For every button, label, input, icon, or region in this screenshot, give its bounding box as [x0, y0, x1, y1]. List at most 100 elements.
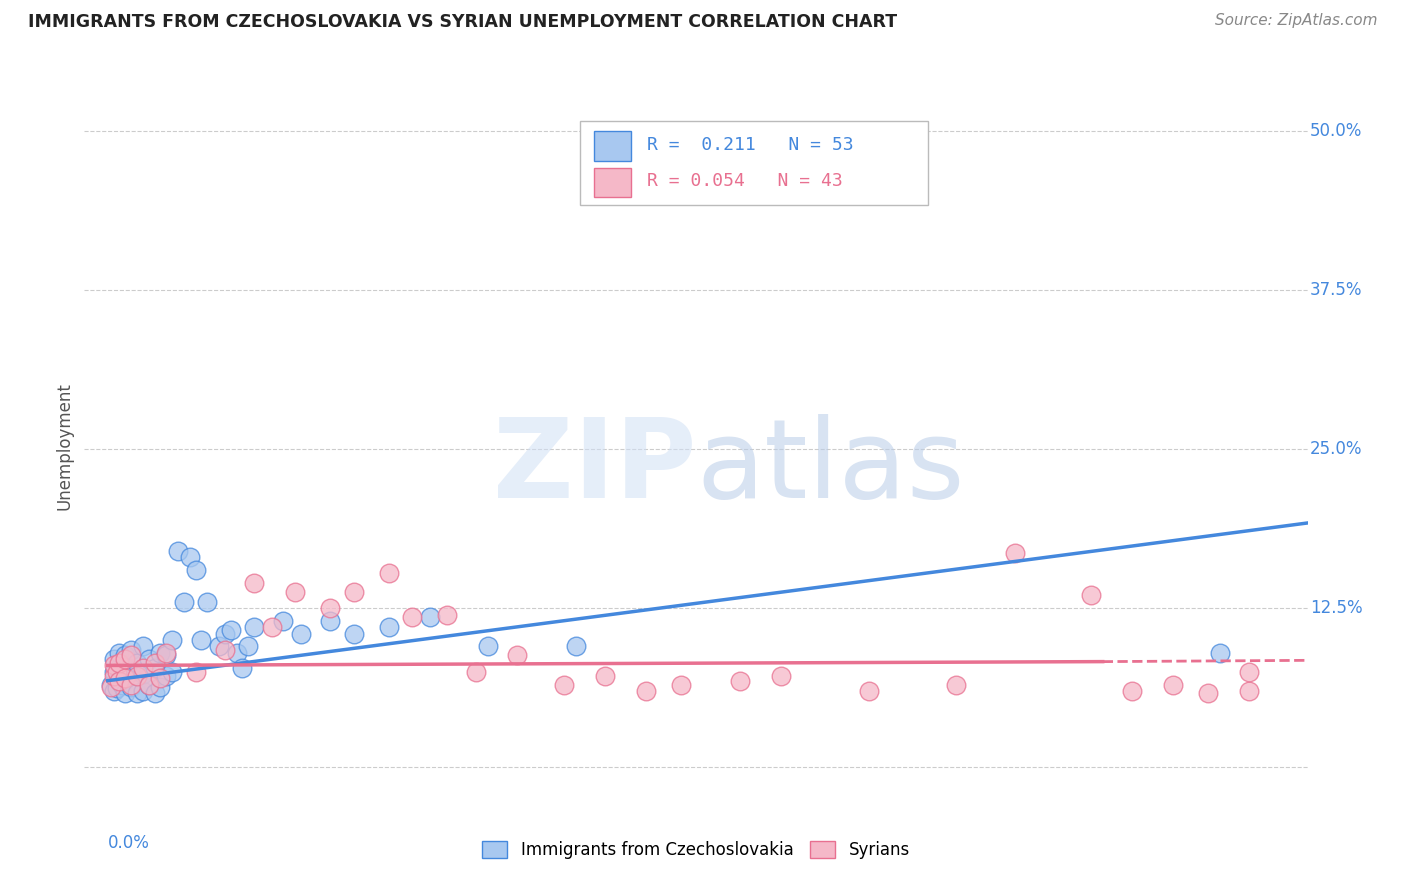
Point [108, 673, 131, 688]
Point [120, 665, 142, 679]
Point [114, 648, 136, 663]
Text: 0.0%: 0.0% [108, 834, 149, 852]
Point [108, 671, 131, 685]
Text: 25.0%: 25.0% [1310, 440, 1362, 458]
Legend: Immigrants from Czechoslovakia, Syrians: Immigrants from Czechoslovakia, Syrians [475, 834, 917, 865]
Point [225, 646, 247, 660]
Point [208, 640, 231, 654]
Point [125, 668, 148, 682]
Point [103, 668, 125, 682]
Point [671, 677, 693, 691]
Point [114, 652, 136, 666]
Point [100, 677, 122, 691]
Point [728, 673, 751, 688]
Point [477, 640, 499, 654]
Point [465, 665, 488, 679]
Point [214, 626, 236, 640]
Point [1080, 589, 1102, 603]
Point [108, 646, 131, 660]
Point [401, 610, 423, 624]
Point [132, 640, 155, 654]
Text: R =  0.211   N = 53: R = 0.211 N = 53 [647, 136, 853, 153]
Point [238, 640, 260, 654]
Point [111, 677, 134, 691]
Point [103, 658, 125, 673]
Point [769, 668, 792, 682]
Point [155, 646, 177, 660]
Point [155, 668, 177, 682]
Point [132, 667, 155, 681]
Bar [579, 120, 928, 204]
Point [419, 610, 441, 624]
Point [1121, 684, 1143, 698]
Point [342, 626, 364, 640]
Point [184, 563, 207, 577]
Point [565, 640, 588, 654]
Point [149, 680, 172, 694]
Point [114, 686, 136, 700]
Point [173, 595, 195, 609]
Point [179, 550, 201, 565]
Text: 12.5%: 12.5% [1310, 599, 1362, 617]
Point [1237, 684, 1260, 698]
Point [132, 684, 155, 698]
Point [103, 665, 125, 679]
Point [377, 566, 399, 580]
Point [143, 656, 166, 670]
Point [219, 623, 242, 637]
Point [243, 620, 266, 634]
Point [553, 677, 575, 691]
Point [108, 656, 131, 670]
Point [214, 643, 236, 657]
Text: R = 0.054   N = 43: R = 0.054 N = 43 [647, 172, 842, 190]
Text: 37.5%: 37.5% [1310, 281, 1362, 299]
Bar [595, 131, 631, 161]
Point [436, 607, 458, 622]
Point [319, 614, 342, 628]
Point [155, 648, 177, 663]
Point [290, 626, 312, 640]
Point [100, 680, 122, 694]
Point [273, 614, 295, 628]
Point [1197, 686, 1219, 700]
Point [1161, 677, 1184, 691]
Point [377, 620, 399, 634]
Point [858, 684, 880, 698]
Text: IMMIGRANTS FROM CZECHOSLOVAKIA VS SYRIAN UNEMPLOYMENT CORRELATION CHART: IMMIGRANTS FROM CZECHOSLOVAKIA VS SYRIAN… [28, 13, 897, 31]
Point [103, 684, 125, 698]
Point [120, 643, 142, 657]
Text: ZIP: ZIP [492, 415, 696, 522]
Point [143, 686, 166, 700]
Point [114, 668, 136, 682]
Point [506, 648, 529, 663]
Point [319, 601, 342, 615]
Point [184, 665, 207, 679]
Point [125, 686, 148, 700]
Point [243, 575, 266, 590]
Point [945, 677, 967, 691]
Point [1004, 547, 1026, 561]
Point [231, 661, 253, 675]
Point [160, 665, 183, 679]
Point [167, 544, 190, 558]
Point [138, 677, 160, 691]
Point [120, 648, 142, 663]
Point [593, 668, 616, 682]
Point [160, 632, 183, 647]
Text: Source: ZipAtlas.com: Source: ZipAtlas.com [1215, 13, 1378, 29]
Point [1209, 646, 1232, 660]
Point [741, 150, 763, 164]
Point [103, 652, 125, 666]
Point [1237, 665, 1260, 679]
Point [132, 661, 155, 675]
Point [108, 661, 131, 675]
Point [138, 677, 160, 691]
Point [120, 677, 142, 691]
Point [149, 671, 172, 685]
Point [636, 684, 658, 698]
Point [260, 620, 283, 634]
Point [143, 661, 166, 675]
Text: 50.0%: 50.0% [1310, 122, 1362, 140]
Text: atlas: atlas [696, 415, 965, 522]
Point [195, 595, 218, 609]
